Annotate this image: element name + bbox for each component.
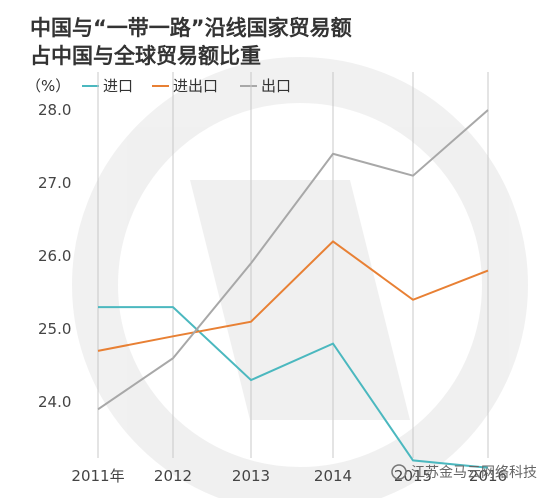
x-tick-label: 2012 [154, 467, 192, 485]
y-axis-ticks: 24.0 25.0 26.0 27.0 28.0 [38, 101, 71, 411]
background-watermark-logo [72, 57, 528, 498]
watermark-text: 江苏金马云网络科技 [411, 465, 537, 481]
legend-label-2: 出口 [261, 77, 291, 95]
legend: 进口 进出口 出口 [82, 77, 291, 95]
y-tick-label: 27.0 [38, 174, 71, 192]
grid [97, 72, 489, 458]
series-line-2 [97, 109, 489, 411]
x-tick-label: 2015 [394, 467, 432, 485]
watermark: 江苏金马云网络科技 [391, 464, 537, 481]
wechat-icon [391, 464, 407, 480]
x-tick-label: 2014 [314, 467, 352, 485]
x-axis-ticks: 2011年 2012 2013 2014 2015 2016 [71, 467, 507, 485]
x-tick-label: 2011年 [71, 467, 124, 485]
chart-title-line-1: 中国与“一带一路”沿线国家贸易额 [30, 16, 352, 40]
chart-title-line-2: 占中国与全球贸易额比重 [30, 44, 261, 68]
y-axis-unit: （%） [26, 77, 70, 95]
y-tick-label: 26.0 [38, 247, 71, 265]
y-tick-label: 25.0 [38, 320, 71, 338]
series-lines [97, 109, 489, 469]
series-line-1 [97, 240, 489, 352]
y-tick-label: 24.0 [38, 393, 71, 411]
series-line-0 [98, 306, 489, 469]
y-tick-label: 28.0 [38, 101, 71, 119]
legend-label-0: 进口 [103, 77, 133, 95]
legend-label-1: 进出口 [173, 77, 218, 95]
x-tick-label: 2016 [469, 467, 507, 485]
x-tick-label: 2013 [232, 467, 270, 485]
